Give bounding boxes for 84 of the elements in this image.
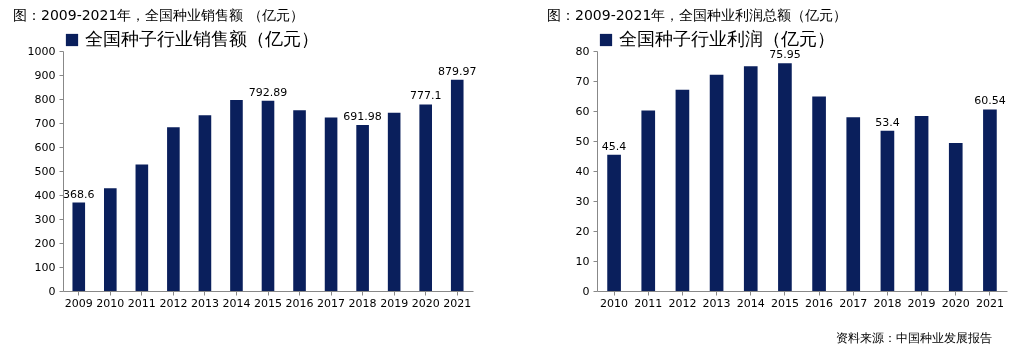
bar — [419, 104, 432, 291]
y-tick-label: 700 — [34, 116, 56, 130]
data-label: 777.1 — [409, 89, 442, 103]
x-tick-label: 2010 — [600, 296, 629, 310]
bar — [387, 112, 401, 291]
x-tick-label: 2012 — [668, 296, 697, 310]
bar — [983, 109, 997, 291]
x-tick-label: 2016 — [805, 296, 834, 310]
legend-label: 全国种子行业利润（亿元） — [619, 28, 835, 49]
x-tick-label: 2020 — [941, 296, 970, 310]
bar — [324, 117, 338, 291]
bar — [880, 130, 895, 291]
x-tick-label: 2014 — [736, 296, 765, 310]
data-label: 45.4 — [601, 139, 627, 153]
data-label: 53.4 — [875, 115, 900, 129]
bar — [607, 154, 621, 291]
x-tick-label: 2021 — [975, 296, 1004, 310]
x-tick-label: 2021 — [443, 296, 472, 310]
y-tick-label: 600 — [34, 140, 56, 154]
x-tick-label: 2013 — [190, 296, 219, 310]
bar — [261, 100, 275, 291]
chart-title: 图：2009-2021年，全国种业销售额 （亿元） — [13, 7, 304, 23]
bar — [198, 115, 212, 291]
data-label: 60.54 — [974, 94, 1006, 108]
x-tick-label: 2017 — [839, 296, 868, 310]
chart-title: 图：2009-2021年，全国种业利润总额（亿元） — [547, 7, 848, 23]
bar — [743, 66, 758, 291]
x-tick-label: 2018 — [873, 296, 902, 310]
bar — [914, 116, 929, 291]
y-tick-label: 900 — [34, 68, 56, 82]
x-tick-label: 2018 — [348, 296, 377, 310]
bar — [356, 124, 369, 291]
y-tick-label: 300 — [34, 212, 56, 226]
data-label: 75.95 — [769, 48, 801, 62]
y-tick-label: 20 — [575, 224, 590, 238]
data-label: 879.97 — [437, 64, 477, 78]
y-tick-label: 1000 — [27, 44, 56, 58]
x-tick-label: 2015 — [770, 296, 799, 310]
y-tick-label: 500 — [34, 164, 56, 178]
y-tick-label: 80 — [575, 44, 590, 58]
data-label: 368.6 — [63, 187, 95, 201]
text: 资料来源：中国种业发展报告 — [836, 330, 992, 347]
bar — [230, 99, 243, 291]
x-tick-label: 2010 — [96, 296, 125, 310]
bar — [104, 188, 117, 291]
legend-label: 全国种子行业销售额（亿元） — [85, 28, 319, 49]
y-tick-label: 10 — [575, 254, 590, 268]
y-tick-label: 30 — [575, 194, 590, 208]
y-tick-label: 70 — [575, 74, 590, 88]
bar — [709, 74, 724, 291]
bar — [812, 96, 826, 291]
x-tick-label: 2016 — [285, 296, 314, 310]
bar — [72, 202, 86, 291]
x-tick-label: 2014 — [222, 296, 251, 310]
x-tick-label: 2012 — [159, 296, 188, 310]
bar — [778, 63, 792, 291]
y-tick-label: 0 — [582, 284, 590, 298]
y-tick-label: 400 — [34, 188, 56, 202]
bar — [293, 110, 306, 291]
y-tick-label: 60 — [575, 104, 590, 118]
bar — [641, 110, 656, 291]
data-label: 792.89 — [248, 85, 288, 99]
x-tick-label: 2020 — [411, 296, 440, 310]
bar — [846, 117, 861, 291]
y-tick-label: 800 — [34, 92, 56, 106]
x-tick-label: 2011 — [127, 296, 156, 310]
y-tick-label: 100 — [34, 260, 56, 274]
data-label: 691.98 — [343, 109, 382, 123]
x-tick-label: 2011 — [634, 296, 663, 310]
y-tick-label: 200 — [34, 236, 56, 250]
x-tick-label: 2019 — [907, 296, 936, 310]
bar — [167, 127, 180, 291]
bar — [948, 143, 963, 291]
y-tick-label: 40 — [575, 164, 590, 178]
x-tick-label: 2013 — [702, 296, 731, 310]
bar — [450, 79, 464, 291]
bar — [135, 164, 149, 291]
x-tick-label: 2009 — [64, 296, 93, 310]
y-tick-label: 0 — [48, 284, 56, 298]
bar — [675, 89, 690, 291]
x-tick-label: 2017 — [317, 296, 346, 310]
x-tick-label: 2015 — [254, 296, 282, 310]
x-tick-label: 2019 — [380, 296, 409, 310]
y-tick-label: 50 — [575, 134, 590, 148]
